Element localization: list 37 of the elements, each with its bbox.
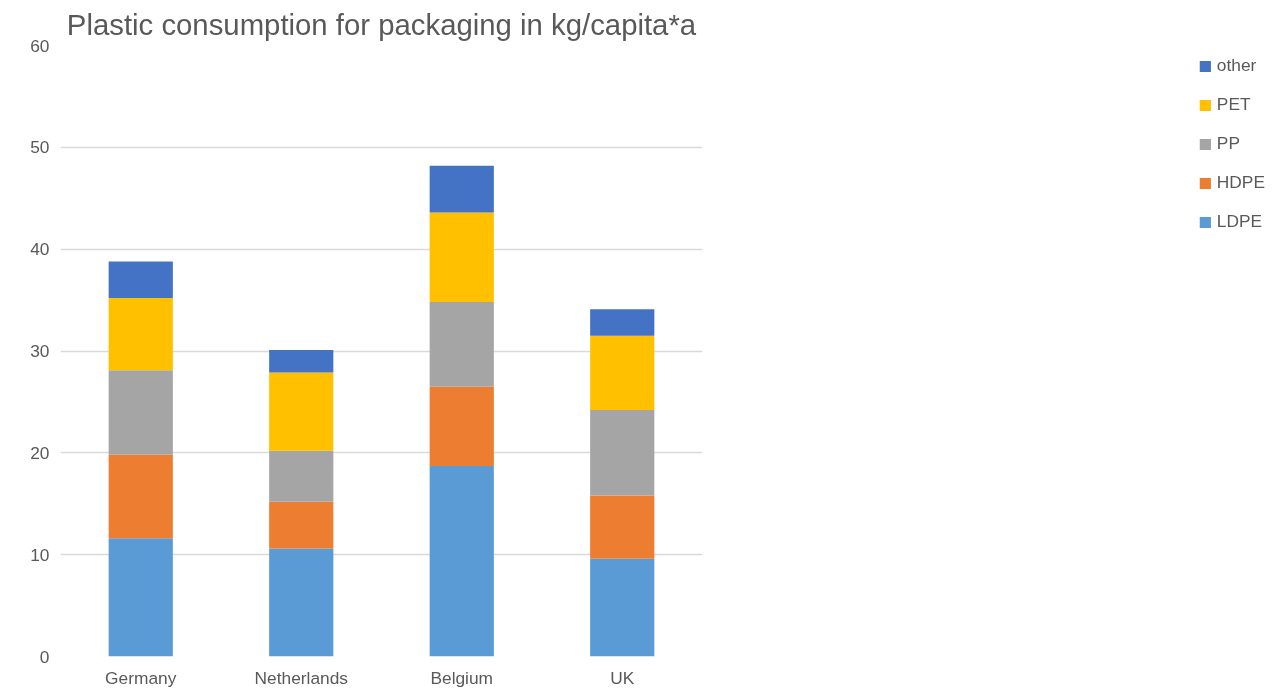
y-tick-label: 20 [30,442,50,463]
bar [590,309,655,336]
y-tick-label: 50 [30,137,50,158]
bar [590,558,655,657]
x-tick-label: Belgium [430,667,494,688]
bar [429,212,494,303]
bar [108,261,173,299]
x-tick-label: Netherlands [254,667,349,688]
chart-title: Plastic consumption for packaging in kg/capita*a [66,7,697,41]
y-tick-label: 60 [30,35,50,56]
legend-label: PET [1216,94,1251,115]
bar [590,335,655,411]
bar [269,501,334,549]
y-tick-label: 10 [30,544,50,565]
bar [590,495,655,559]
x-tick-label: Germany [105,667,177,688]
bar [269,548,334,657]
bar [269,372,334,451]
bar [429,466,494,657]
bar [429,165,494,213]
legend-label: PP [1216,133,1240,154]
legend-label: HDPE [1216,172,1265,193]
y-tick-label: 40 [30,239,50,260]
y-tick-label: 30 [30,341,50,361]
bar [429,302,494,387]
legend-label: other [1216,55,1257,76]
bar [269,450,334,502]
bar [429,386,494,467]
bar [108,298,173,371]
legend-label: LDPE [1216,211,1263,232]
bar [108,538,173,657]
bar [590,410,655,496]
x-tick-label: UK [610,667,635,688]
bar [108,454,173,539]
bar [269,349,334,373]
y-tick-label: 0 [39,646,50,667]
bar [108,370,173,455]
